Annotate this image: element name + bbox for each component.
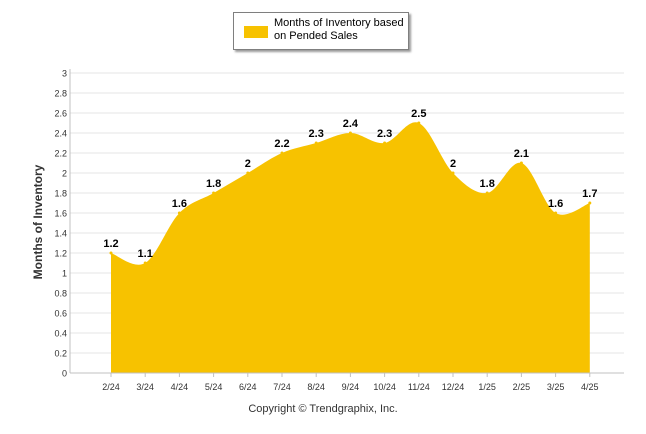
- x-tick-label: 7/24: [273, 382, 291, 392]
- copyright-text: Copyright © Trendgraphix, Inc.: [248, 403, 398, 415]
- data-point: [314, 141, 318, 145]
- area-layer: [111, 122, 590, 374]
- x-tick-label: 4/24: [171, 382, 189, 392]
- x-tick-label: 5/24: [205, 382, 223, 392]
- data-point: [383, 141, 387, 145]
- y-tick-label: 2.8: [54, 89, 67, 99]
- y-tick-label: 1.4: [54, 229, 67, 239]
- data-label: 1.8: [480, 178, 495, 190]
- x-tick-label: 12/24: [442, 382, 465, 392]
- y-tick-label: 0.6: [54, 309, 67, 319]
- x-tick-label: 2/24: [102, 382, 120, 392]
- x-tick-label: 1/25: [478, 382, 496, 392]
- data-label: 2.1: [514, 148, 529, 160]
- y-tick-label: 0.4: [54, 329, 67, 339]
- data-label: 1.7: [582, 188, 597, 200]
- x-tick-label: 2/25: [513, 382, 531, 392]
- data-label: 2: [450, 158, 456, 170]
- y-tick-label: 0: [62, 369, 67, 379]
- data-label: 1.6: [548, 198, 563, 210]
- legend: Months of Inventory based on Pended Sale…: [233, 12, 409, 50]
- data-point: [246, 171, 250, 175]
- data-point: [212, 191, 216, 195]
- data-point: [588, 201, 592, 205]
- y-tick-label: 2.4: [54, 129, 67, 139]
- x-tick-label: 3/25: [547, 382, 565, 392]
- x-tick-label: 6/24: [239, 382, 257, 392]
- data-point: [109, 251, 113, 255]
- y-tick-label: 1.6: [54, 209, 67, 219]
- data-labels: 1.2 1.1 1.6 1.8 2 2.2 2.3 2.4 2.3 2.5 2 1.8 2.1 1.6 1.…: [103, 108, 597, 265]
- y-tick-label: 1.8: [54, 189, 67, 199]
- data-point: [485, 191, 489, 195]
- y-tick-label: 0.2: [54, 349, 67, 359]
- data-point: [554, 211, 558, 215]
- data-label: 1.1: [138, 248, 153, 260]
- data-point: [280, 151, 284, 155]
- x-tick-label: 10/24: [373, 382, 396, 392]
- y-tick-label: 1.2: [54, 249, 67, 259]
- data-label: 2.3: [377, 128, 392, 140]
- data-point: [348, 131, 352, 135]
- x-tick-label: 9/24: [342, 382, 360, 392]
- y-tick-label: 0.8: [54, 289, 67, 299]
- series-area: [111, 122, 590, 374]
- x-tick-label: 11/24: [408, 382, 430, 392]
- data-label: 2.2: [274, 138, 289, 150]
- y-tick-label: 2.2: [54, 149, 67, 159]
- legend-label: Months of Inventory based on Pended Sale…: [274, 17, 404, 42]
- axes: 0 0.2 0.4 0.6 0.8 1 1.2 1.4 1.6 1.8 2 2.2 2.4 2.6 2.8 3…: [54, 69, 624, 392]
- y-tick-label: 3: [62, 69, 67, 79]
- data-label: 2: [245, 158, 251, 170]
- data-point: [451, 171, 455, 175]
- x-tick-label: 4/25: [581, 382, 599, 392]
- data-point: [143, 261, 147, 265]
- data-label: 2.3: [309, 128, 324, 140]
- data-label: 1.8: [206, 178, 221, 190]
- data-point: [177, 211, 181, 215]
- data-label: 2.4: [343, 118, 359, 130]
- y-tick-label: 2.6: [54, 109, 67, 119]
- legend-swatch: [244, 26, 268, 38]
- x-tick-label: 8/24: [307, 382, 325, 392]
- data-label: 1.6: [172, 198, 187, 210]
- y-tick-label: 1: [62, 269, 67, 279]
- x-tick-label: 3/24: [136, 382, 154, 392]
- data-point: [519, 161, 523, 165]
- y-tick-label: 2: [62, 169, 67, 179]
- data-label: 1.2: [103, 238, 118, 250]
- data-point: [417, 121, 421, 125]
- data-label: 2.5: [411, 108, 426, 120]
